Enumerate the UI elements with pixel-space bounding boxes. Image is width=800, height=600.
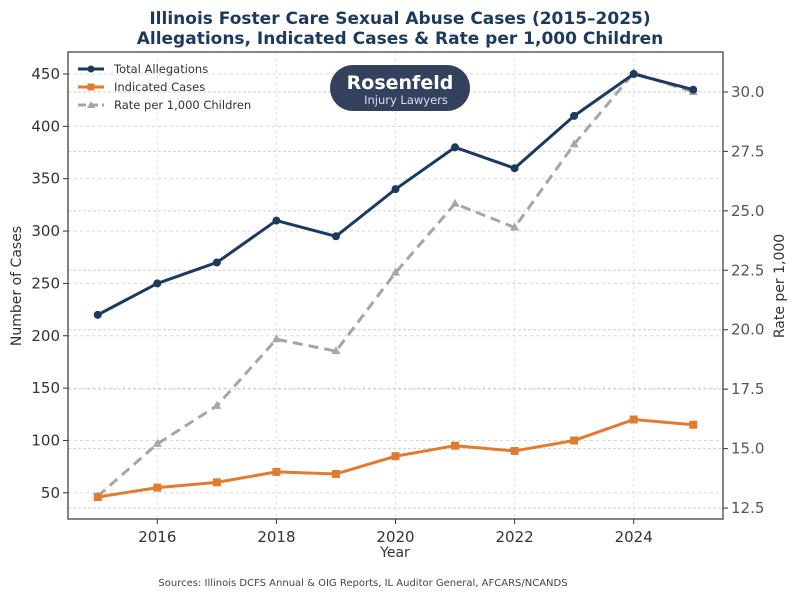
y2-tick-label: 27.5 bbox=[731, 142, 764, 160]
data-point bbox=[152, 438, 162, 447]
x-tick-label: 2020 bbox=[376, 528, 414, 546]
data-point bbox=[451, 143, 460, 152]
data-point bbox=[272, 467, 281, 476]
data-point bbox=[689, 420, 698, 429]
data-point bbox=[510, 446, 519, 455]
data-point bbox=[153, 279, 162, 288]
y2-tick-label: 22.5 bbox=[731, 261, 764, 279]
legend-square-icon bbox=[87, 83, 95, 91]
data-point bbox=[450, 198, 460, 207]
logo-line1: Rosenfeld bbox=[347, 72, 454, 94]
data-point bbox=[570, 436, 579, 445]
ticks: 2016 2018 2020 2022 2024 50 100 150 200 250 300 350… bbox=[31, 65, 764, 546]
data-point bbox=[212, 478, 221, 487]
data-point bbox=[510, 222, 520, 231]
x-tick-label: 2016 bbox=[138, 528, 176, 546]
y2-tick-label: 15.0 bbox=[731, 440, 764, 458]
y-tick-label: 200 bbox=[31, 327, 60, 345]
legend-circle-icon bbox=[87, 65, 95, 73]
series-lines bbox=[93, 67, 698, 502]
y2-tick-label: 17.5 bbox=[731, 380, 764, 398]
rosenfeld-logo: Rosenfeld Injury Lawyers bbox=[330, 65, 470, 111]
data-point bbox=[569, 139, 579, 148]
y-tick-label: 300 bbox=[31, 222, 60, 240]
x-tick-label: 2022 bbox=[495, 528, 533, 546]
data-point bbox=[570, 111, 579, 120]
y-tick-label: 450 bbox=[31, 65, 60, 83]
chart-subtitle: Allegations, Indicated Cases & Rate per … bbox=[137, 29, 664, 49]
x-tick-label: 2024 bbox=[615, 528, 653, 546]
y-tick-label: 250 bbox=[31, 274, 60, 292]
data-point bbox=[331, 469, 340, 478]
y2-axis-label: Rate per 1,000 bbox=[772, 234, 788, 338]
y-tick-label: 50 bbox=[41, 484, 60, 502]
data-point bbox=[391, 185, 400, 194]
data-point bbox=[212, 400, 222, 409]
x-axis-label: Year bbox=[379, 545, 410, 561]
data-point bbox=[391, 267, 400, 276]
data-point bbox=[93, 493, 102, 502]
data-point bbox=[93, 310, 102, 319]
x-tick-label: 2018 bbox=[257, 528, 295, 546]
y-tick-label: 400 bbox=[31, 117, 60, 135]
y2-tick-label: 20.0 bbox=[731, 321, 764, 339]
legend-indicated-cases: Indicated Cases bbox=[114, 80, 205, 94]
logo-line2: Injury Lawyers bbox=[364, 93, 448, 107]
y-tick-label: 100 bbox=[31, 431, 60, 449]
data-point bbox=[689, 85, 698, 94]
legend: Total Allegations Indicated Cases Rate p… bbox=[78, 62, 251, 112]
legend-triangle-icon bbox=[87, 101, 95, 108]
y-axis-label: Number of Cases bbox=[9, 226, 25, 346]
legend-total-allegations: Total Allegations bbox=[113, 62, 208, 76]
data-point bbox=[451, 441, 460, 450]
data-point bbox=[271, 334, 281, 343]
data-point bbox=[629, 415, 638, 424]
data-point bbox=[331, 346, 341, 355]
y2-tick-label: 25.0 bbox=[731, 202, 764, 220]
data-point bbox=[331, 232, 340, 241]
data-point bbox=[391, 452, 400, 461]
y2-tick-label: 30.0 bbox=[731, 83, 764, 101]
y2-tick-label: 12.5 bbox=[731, 499, 764, 517]
chart-title: Illinois Foster Care Sexual Abuse Cases … bbox=[149, 9, 650, 29]
source-note: Sources: Illinois DCFS Annual & OIG Repo… bbox=[158, 578, 567, 589]
legend-rate: Rate per 1,000 Children bbox=[114, 98, 251, 112]
y-tick-label: 150 bbox=[31, 379, 60, 397]
data-point bbox=[510, 164, 519, 173]
data-point bbox=[629, 69, 638, 78]
y-tick-label: 350 bbox=[31, 170, 60, 188]
data-point bbox=[153, 483, 162, 492]
grid bbox=[68, 52, 723, 519]
data-point bbox=[212, 258, 221, 267]
data-point bbox=[272, 216, 281, 225]
